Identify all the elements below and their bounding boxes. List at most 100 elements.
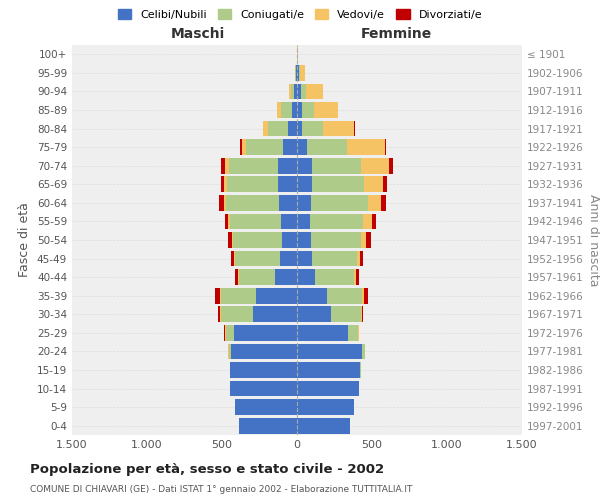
Bar bbox=[240, 140, 241, 155]
Bar bbox=[354, 269, 356, 285]
Bar bbox=[381, 195, 386, 211]
Y-axis label: Fasce di età: Fasce di età bbox=[19, 202, 31, 278]
Bar bbox=[268, 120, 288, 136]
Bar bbox=[241, 140, 246, 155]
Bar bbox=[361, 344, 365, 359]
Bar bbox=[253, 306, 297, 322]
Bar bbox=[297, 232, 311, 248]
Bar bbox=[221, 176, 224, 192]
Bar bbox=[283, 140, 297, 155]
Text: Femmine: Femmine bbox=[361, 27, 431, 41]
Bar bbox=[354, 120, 355, 136]
Bar bbox=[263, 120, 268, 136]
Bar bbox=[229, 362, 230, 378]
Bar bbox=[312, 250, 356, 266]
Bar bbox=[281, 214, 297, 230]
Bar bbox=[297, 306, 331, 322]
Bar bbox=[219, 195, 223, 211]
Bar bbox=[297, 176, 312, 192]
Bar bbox=[226, 195, 279, 211]
Bar bbox=[347, 140, 385, 155]
Bar bbox=[281, 102, 292, 118]
Bar bbox=[228, 232, 232, 248]
Bar bbox=[366, 232, 371, 248]
Bar bbox=[364, 176, 383, 192]
Bar bbox=[225, 214, 228, 230]
Bar bbox=[280, 250, 297, 266]
Bar bbox=[297, 362, 360, 378]
Legend: Celibi/Nubili, Coniugati/e, Vedovi/e, Divorziati/e: Celibi/Nubili, Coniugati/e, Vedovi/e, Di… bbox=[115, 6, 485, 23]
Bar bbox=[275, 269, 297, 285]
Bar bbox=[297, 140, 307, 155]
Bar bbox=[246, 140, 283, 155]
Bar bbox=[297, 325, 348, 341]
Bar bbox=[288, 120, 297, 136]
Bar bbox=[356, 269, 359, 285]
Bar bbox=[221, 306, 253, 322]
Bar bbox=[231, 344, 297, 359]
Bar bbox=[360, 362, 361, 378]
Bar bbox=[295, 65, 296, 81]
Bar bbox=[297, 120, 302, 136]
Bar bbox=[297, 418, 350, 434]
Bar bbox=[235, 399, 297, 415]
Bar bbox=[360, 250, 362, 266]
Bar bbox=[229, 158, 277, 174]
Bar bbox=[315, 269, 354, 285]
Text: Maschi: Maschi bbox=[171, 27, 225, 41]
Bar bbox=[229, 214, 281, 230]
Bar bbox=[312, 176, 364, 192]
Bar bbox=[224, 176, 227, 192]
Bar bbox=[231, 250, 234, 266]
Bar bbox=[295, 84, 297, 100]
Bar bbox=[307, 140, 347, 155]
Bar bbox=[290, 84, 295, 100]
Bar bbox=[297, 250, 312, 266]
Bar bbox=[361, 158, 389, 174]
Bar bbox=[277, 102, 281, 118]
Bar bbox=[220, 306, 221, 322]
Bar bbox=[232, 232, 233, 248]
Bar bbox=[238, 269, 239, 285]
Bar bbox=[301, 84, 307, 100]
Bar bbox=[221, 158, 225, 174]
Bar bbox=[292, 102, 297, 118]
Bar bbox=[223, 195, 226, 211]
Bar bbox=[297, 380, 359, 396]
Bar bbox=[225, 325, 226, 341]
Bar bbox=[302, 102, 314, 118]
Bar bbox=[312, 158, 361, 174]
Bar bbox=[297, 65, 299, 81]
Bar bbox=[233, 232, 282, 248]
Bar bbox=[225, 158, 229, 174]
Bar bbox=[310, 214, 363, 230]
Bar bbox=[279, 195, 297, 211]
Bar bbox=[297, 84, 301, 100]
Bar bbox=[278, 176, 297, 192]
Bar bbox=[300, 65, 305, 81]
Text: Popolazione per età, sesso e stato civile - 2002: Popolazione per età, sesso e stato civil… bbox=[30, 463, 384, 476]
Bar bbox=[364, 288, 368, 304]
Bar bbox=[234, 325, 297, 341]
Bar bbox=[221, 288, 256, 304]
Bar bbox=[239, 418, 297, 434]
Bar bbox=[307, 84, 323, 100]
Bar bbox=[327, 288, 361, 304]
Bar bbox=[228, 214, 229, 230]
Bar bbox=[220, 288, 221, 304]
Bar bbox=[229, 344, 231, 359]
Bar bbox=[311, 195, 367, 211]
Bar bbox=[383, 176, 387, 192]
Bar bbox=[331, 306, 361, 322]
Bar bbox=[348, 325, 358, 341]
Bar bbox=[389, 158, 393, 174]
Bar bbox=[296, 65, 297, 81]
Bar bbox=[256, 288, 297, 304]
Bar bbox=[282, 232, 297, 248]
Bar bbox=[218, 306, 220, 322]
Bar bbox=[314, 102, 338, 118]
Bar bbox=[297, 269, 315, 285]
Bar bbox=[235, 269, 238, 285]
Bar bbox=[230, 362, 297, 378]
Bar bbox=[363, 214, 372, 230]
